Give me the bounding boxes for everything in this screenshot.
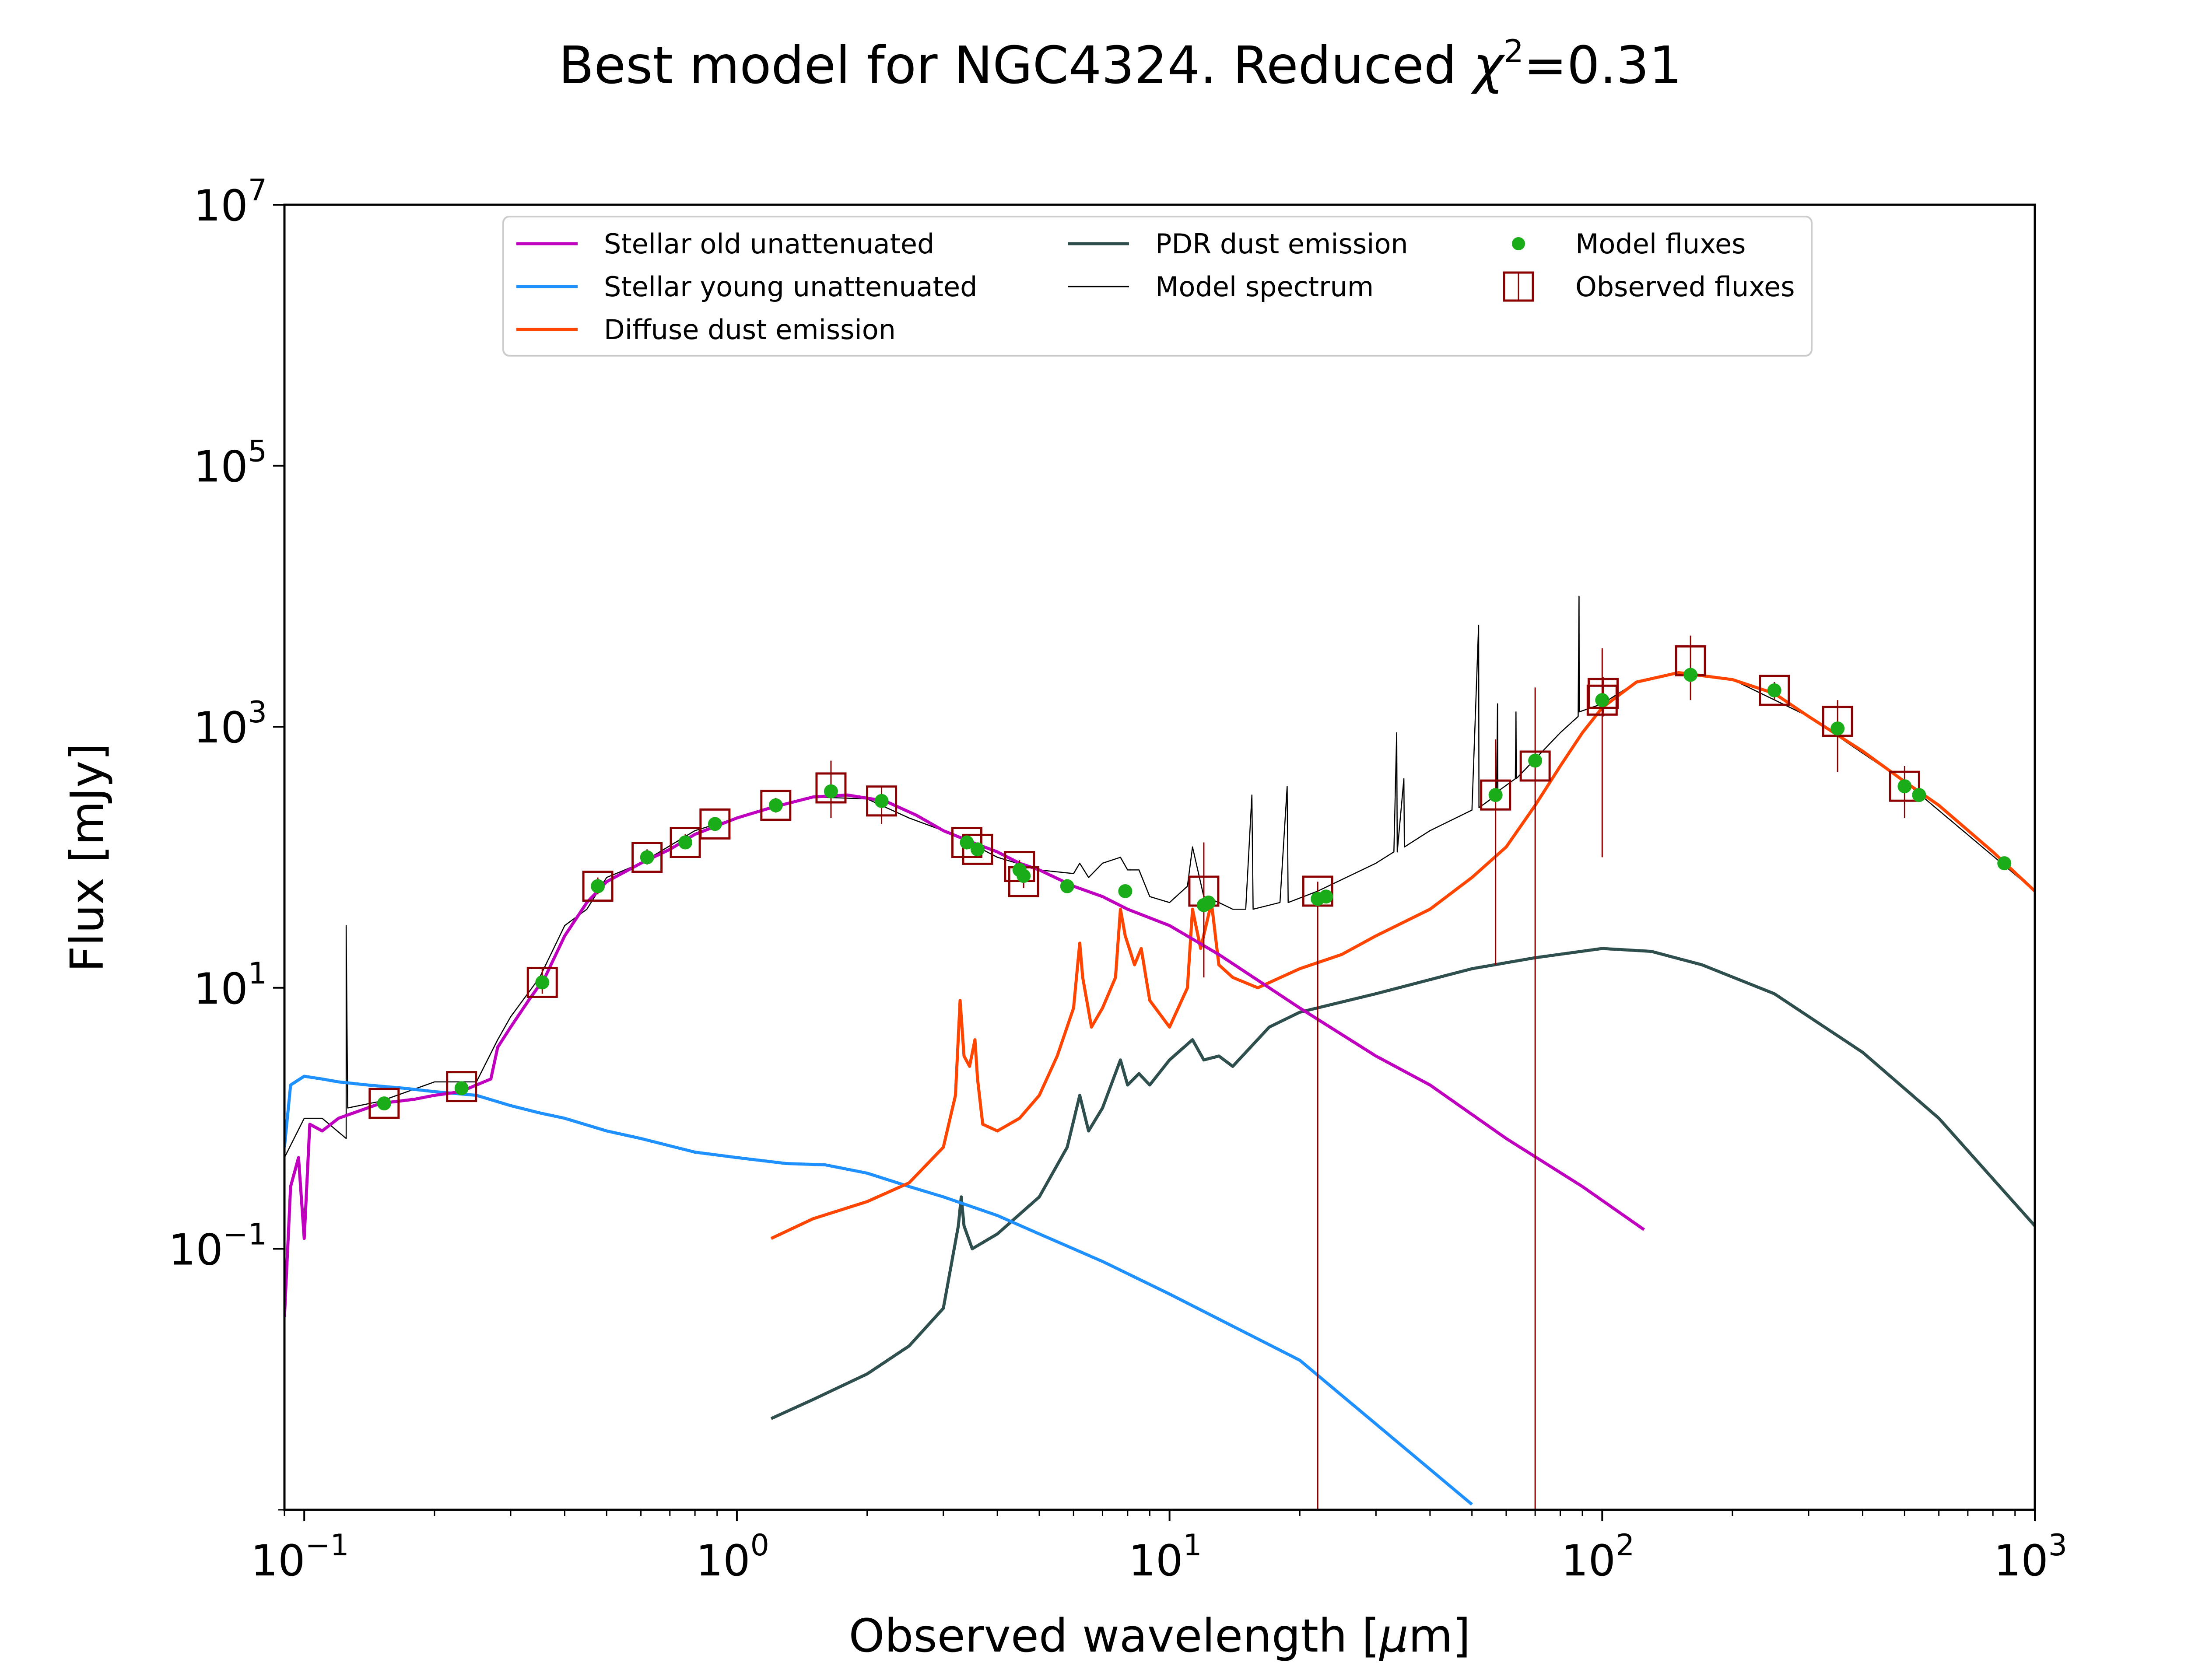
- series-stellar-young-unattenuated: [284, 1074, 1473, 1506]
- series-diffuse-dust-emission: [770, 671, 2035, 1240]
- observed-flux-marker: [1889, 770, 1920, 802]
- model-flux-point: [1528, 753, 1543, 768]
- model-flux-point: [1912, 788, 1926, 802]
- model-flux-point: [1897, 779, 1912, 794]
- model-flux-point: [960, 835, 974, 850]
- model-flux-point: [678, 835, 693, 850]
- legend-label-model-fluxes: Model fluxes: [1575, 228, 1746, 260]
- observed-flux-marker: [446, 1071, 477, 1102]
- observed-fluxes-layer: [368, 645, 1920, 1119]
- y-tick-label: 107: [193, 173, 267, 231]
- y-tick-label: 103: [193, 695, 267, 753]
- model-flux-point: [1683, 668, 1698, 682]
- x-tick-label: 10−1: [251, 1528, 349, 1586]
- legend-label-pdr-dust-emission: PDR dust emission: [1155, 228, 1408, 260]
- model-flux-point: [1060, 879, 1074, 893]
- model-flux-point: [874, 794, 889, 808]
- model-flux-point: [1118, 884, 1133, 898]
- model-flux-point: [1767, 683, 1781, 698]
- legend-label-observed-fluxes: Observed fluxes: [1575, 271, 1795, 303]
- model-flux-point: [1017, 869, 1031, 883]
- legend-label-diffuse-dust-emission: Diffuse dust emission: [604, 314, 896, 346]
- y-tick-label: 10−1: [168, 1217, 267, 1275]
- model-flux-point: [1595, 693, 1609, 707]
- chart-title: Best model for NGC4324. Reduced χ2=0.31: [558, 33, 1682, 95]
- model-flux-point: [1319, 889, 1333, 904]
- model-flux-point: [591, 879, 605, 893]
- model-flux-point: [454, 1081, 469, 1096]
- observed-flux-marker: [1822, 706, 1853, 737]
- observed-flux-marker: [1759, 675, 1790, 706]
- observed-flux-marker: [526, 966, 558, 998]
- observed-flux-marker: [670, 827, 701, 858]
- series-model-spectrum: [284, 595, 2035, 1158]
- series-stellar-old-unattenuated: [284, 793, 1645, 1317]
- model-flux-point: [1488, 788, 1503, 802]
- y-tick-label: 105: [193, 434, 267, 492]
- observed-flux-marker: [699, 808, 731, 840]
- observed-flux-marker: [631, 842, 663, 873]
- model-flux-point: [535, 975, 550, 990]
- x-tick-label: 103: [1994, 1528, 2067, 1586]
- model-flux-point: [970, 842, 985, 857]
- model-flux-point: [1830, 721, 1845, 736]
- x-tick-label: 102: [1561, 1528, 1634, 1586]
- plot-area: [284, 595, 2035, 1506]
- observed-flux-marker: [1587, 678, 1619, 709]
- y-axis-label: Flux [mJy]: [60, 743, 114, 972]
- observed-flux-marker: [866, 785, 898, 817]
- observed-flux-marker: [582, 871, 614, 902]
- legend-label-model-spectrum: Model spectrum: [1155, 271, 1374, 303]
- observed-flux-marker: [1480, 779, 1511, 811]
- x-tick-label: 100: [696, 1528, 769, 1586]
- legend: Stellar old unattenuated Stellar young un…: [502, 216, 1813, 357]
- observed-flux-marker: [368, 1088, 400, 1119]
- model-fluxes-layer: [377, 668, 2012, 1111]
- model-flux-point: [1997, 856, 2012, 871]
- y-tick-label: 101: [193, 956, 267, 1014]
- x-tick-label: 101: [1129, 1528, 1202, 1586]
- observed-flux-marker: [760, 790, 792, 821]
- x-axis-label: Observed wavelength [μm]: [849, 1609, 1471, 1662]
- legend-label-stellar-old-unattenuated: Stellar old unattenuated: [604, 228, 934, 260]
- plot-frame: [283, 203, 2036, 1511]
- observed-flux-marker: [951, 827, 982, 858]
- axis-ticks: 10−1 100 101 102 103 10−1 101 103 105 107: [168, 173, 2067, 1586]
- model-flux-point: [1201, 895, 1216, 910]
- observed-flux-marker: [815, 772, 847, 804]
- observed-flux-marker: [962, 833, 993, 865]
- model-flux-point: [768, 798, 783, 812]
- model-flux-point: [640, 850, 654, 864]
- legend-swatch-model-fluxes: [1512, 237, 1525, 250]
- model-flux-point: [377, 1096, 391, 1111]
- legend-label-stellar-young-unattenuated: Stellar young unattenuated: [604, 271, 977, 303]
- model-flux-point: [708, 817, 722, 831]
- model-flux-point: [824, 784, 838, 798]
- observed-flux-marker: [1519, 750, 1551, 782]
